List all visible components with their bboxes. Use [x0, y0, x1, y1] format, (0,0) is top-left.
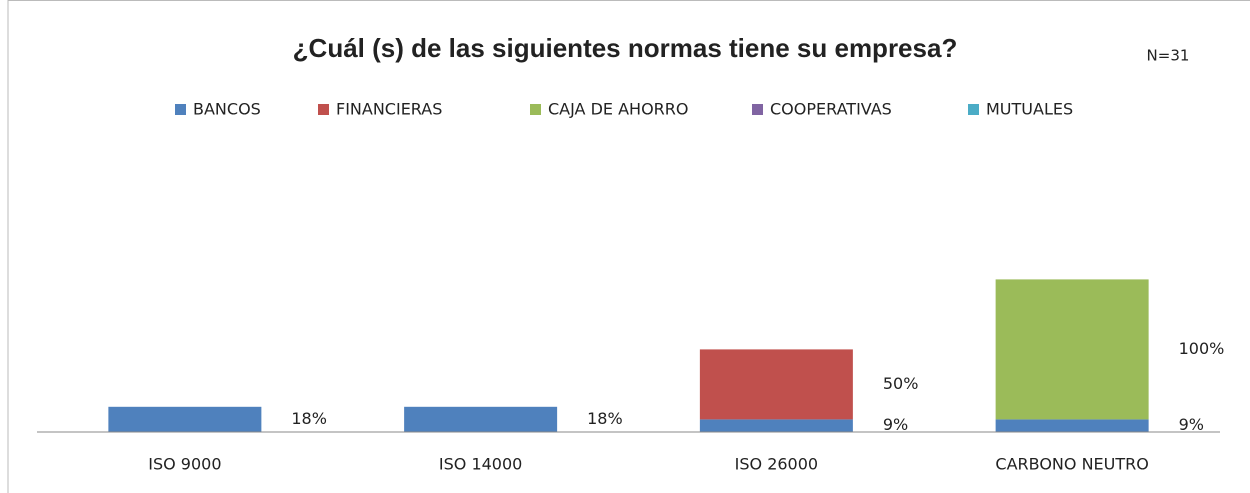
data-label: 50%: [883, 374, 919, 393]
x-tick-label: ISO 26000: [735, 455, 818, 474]
legend-label: COOPERATIVAS: [770, 100, 892, 119]
legend-swatch: [318, 104, 329, 115]
bar-segment: [699, 419, 853, 432]
bar-segment: [108, 406, 262, 432]
legend-swatch: [752, 104, 763, 115]
data-label: 18%: [587, 409, 623, 428]
legend-label: BANCOS: [193, 100, 261, 119]
x-tick-label: ISO 14000: [439, 455, 522, 474]
chart-title: ¿Cuál (s) de las siguientes normas tiene…: [293, 33, 958, 63]
legend-label: FINANCIERAS: [336, 100, 442, 119]
data-label: 9%: [883, 415, 908, 434]
bar-segment: [699, 349, 853, 420]
legend-swatch: [530, 104, 541, 115]
legend-swatch: [175, 104, 186, 115]
bar-segment: [995, 279, 1149, 420]
legend-label: CAJA DE AHORRO: [548, 100, 689, 119]
annotation: N=31: [1147, 47, 1190, 65]
bar-segment: [995, 419, 1149, 432]
data-label: 100%: [1179, 339, 1225, 358]
legend-swatch: [968, 104, 979, 115]
data-label: 18%: [291, 409, 327, 428]
bar-segment: [404, 406, 558, 432]
data-label: 9%: [1179, 415, 1204, 434]
x-tick-label: ISO 9000: [148, 455, 221, 474]
x-tick-label: CARBONO NEUTRO: [995, 455, 1148, 474]
legend-label: MUTUALES: [986, 100, 1073, 119]
